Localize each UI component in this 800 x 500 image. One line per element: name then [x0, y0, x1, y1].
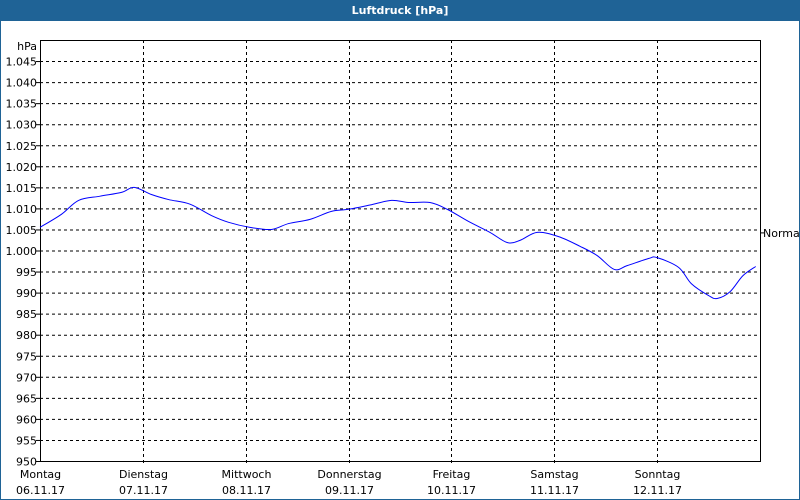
x-tick-date: 07.11.17 [119, 484, 168, 497]
chart-title: Luftdruck [hPa] [0, 0, 800, 21]
y-tick-label: 980 [16, 329, 37, 342]
x-tick-day: Donnerstag [317, 468, 381, 481]
y-tick-label: 1.030 [6, 119, 38, 132]
x-tick-date: 09.11.17 [325, 484, 374, 497]
y-tick-label: 955 [16, 434, 37, 447]
y-tick-label: 960 [16, 413, 37, 426]
x-tick-date: 11.11.17 [530, 484, 579, 497]
y-tick-label: 1.025 [6, 140, 38, 153]
y-tick-label: 1.040 [6, 77, 38, 90]
x-tick-day: Montag [20, 468, 61, 481]
x-tick-day: Mittwoch [222, 468, 272, 481]
normal-label: Normal [763, 227, 800, 240]
y-tick-label: 1.000 [6, 245, 38, 258]
y-tick-label: 950 [16, 456, 37, 469]
x-tick-date: 06.11.17 [16, 484, 65, 497]
x-tick-date: 12.11.17 [633, 484, 682, 497]
y-tick-label: 1.005 [6, 224, 38, 237]
y-tick-label: 995 [16, 266, 37, 279]
y-tick-label: 1.010 [6, 203, 38, 216]
y-tick-label: 975 [16, 350, 37, 363]
y-tick-label: 970 [16, 371, 37, 384]
x-tick-day: Freitag [433, 468, 471, 481]
y-tick-label: 1.020 [6, 161, 38, 174]
y-tick-label: 965 [16, 392, 37, 405]
y-tick-label: 1.035 [6, 98, 38, 111]
x-tick-date: 10.11.17 [427, 484, 476, 497]
y-tick-label: 990 [16, 287, 37, 300]
y-tick-label: 985 [16, 308, 37, 321]
y-axis-label: hPa [17, 40, 37, 53]
y-tick-label: 1.015 [6, 182, 38, 195]
plot-border [40, 40, 761, 462]
pressure-line [39, 186, 757, 300]
x-tick-day: Dienstag [119, 468, 168, 481]
y-tick-label: 1.045 [6, 56, 38, 69]
x-tick-day: Sonntag [635, 468, 681, 481]
x-tick-date: 08.11.17 [222, 484, 271, 497]
x-tick-day: Samstag [530, 468, 578, 481]
